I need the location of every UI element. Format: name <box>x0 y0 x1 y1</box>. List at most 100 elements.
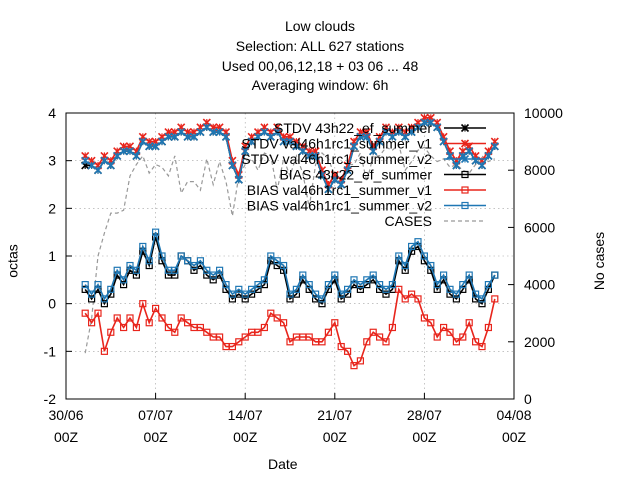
data-point <box>318 300 326 308</box>
data-point <box>344 347 352 355</box>
x-tick-label: 30/06 <box>48 407 83 423</box>
data-point <box>363 338 371 346</box>
data-point <box>331 319 339 327</box>
data-point <box>260 128 269 137</box>
data-point <box>388 132 397 141</box>
data-point <box>241 295 249 303</box>
data-point <box>157 137 167 146</box>
y-tick-label: -2 <box>44 391 57 407</box>
chart-title-line-1: Low clouds <box>284 18 356 34</box>
legend-label: STDV val46h1rc1_summer_v1 <box>241 136 432 152</box>
data-point <box>408 242 416 251</box>
data-point <box>228 342 236 351</box>
data-point <box>459 281 467 289</box>
data-point <box>312 290 320 298</box>
data-point <box>94 281 102 289</box>
data-point <box>472 290 480 298</box>
data-point <box>478 300 486 308</box>
data-point <box>228 290 236 298</box>
y2-axis-label: No cases <box>591 231 608 291</box>
data-point <box>408 290 416 298</box>
data-point <box>461 186 469 194</box>
data-point <box>484 323 492 332</box>
data-point <box>81 156 90 165</box>
data-point <box>285 137 295 146</box>
data-point <box>427 319 435 327</box>
data-point <box>324 328 332 336</box>
data-point <box>446 328 454 336</box>
data-point <box>171 328 179 336</box>
data-point <box>426 118 435 127</box>
legend-label: BIAS val46h1rc1_summer_v2 <box>247 198 432 214</box>
series-5 <box>81 228 499 303</box>
x-tick-sublabel: 00Z <box>323 429 348 445</box>
data-point <box>279 137 288 146</box>
x-tick-sublabel: 00Z <box>502 429 527 445</box>
data-point <box>330 175 339 184</box>
x-tick-sublabel: 00Z <box>54 429 79 445</box>
data-point <box>209 128 218 137</box>
data-point <box>158 252 166 260</box>
data-point <box>317 170 327 180</box>
data-point <box>478 342 486 351</box>
data-point <box>395 252 403 260</box>
y2-tick-label: 10000 <box>524 105 563 121</box>
data-point <box>221 132 231 141</box>
data-point <box>401 295 409 303</box>
data-point <box>81 309 89 317</box>
data-point <box>266 132 275 141</box>
data-point <box>461 201 469 210</box>
data-point <box>138 137 147 146</box>
series-4 <box>81 285 499 370</box>
data-point <box>152 228 160 236</box>
data-point <box>318 338 326 346</box>
legend-label: BIAS val46h1rc1_summer_v1 <box>247 182 432 198</box>
data-point <box>491 295 499 303</box>
data-point <box>382 285 390 293</box>
data-point <box>459 333 467 341</box>
data-point <box>203 266 211 274</box>
data-point <box>119 147 128 156</box>
data-point <box>337 290 345 298</box>
data-point <box>106 161 115 170</box>
data-point <box>280 261 288 270</box>
data-point <box>484 151 493 160</box>
data-point <box>94 309 102 317</box>
data-point <box>100 347 109 355</box>
series-3 <box>81 233 499 308</box>
data-point <box>350 276 358 284</box>
y-tick-label: 0 <box>48 296 56 312</box>
data-point <box>151 142 160 151</box>
data-point <box>420 314 428 322</box>
data-point <box>427 261 435 270</box>
x-tick-label: 14/07 <box>228 407 263 423</box>
series-layer <box>81 113 499 370</box>
y-tick-label: 1 <box>48 248 56 264</box>
data-point <box>477 161 487 170</box>
data-point <box>394 128 403 137</box>
data-point <box>113 314 121 322</box>
legend-label: STDV val46h1rc1_summer_v2 <box>241 151 432 167</box>
data-point <box>235 338 243 346</box>
data-point <box>324 185 333 194</box>
data-point <box>113 151 122 160</box>
data-point <box>216 266 224 274</box>
data-point <box>292 142 301 151</box>
data-point <box>337 180 346 189</box>
data-point <box>401 261 409 270</box>
data-point <box>152 304 160 313</box>
data-point <box>202 123 211 132</box>
x-tick-label: 21/07 <box>317 407 352 423</box>
data-point <box>420 252 428 260</box>
data-point <box>382 290 390 298</box>
y2-tick-label: 6000 <box>524 219 555 235</box>
data-point <box>241 147 250 156</box>
data-point <box>100 300 109 308</box>
data-point <box>349 142 359 151</box>
data-point <box>433 123 442 132</box>
data-point <box>158 314 166 322</box>
series-2 <box>81 118 499 194</box>
data-point <box>132 151 141 160</box>
data-point <box>273 314 281 322</box>
data-point <box>145 257 153 265</box>
